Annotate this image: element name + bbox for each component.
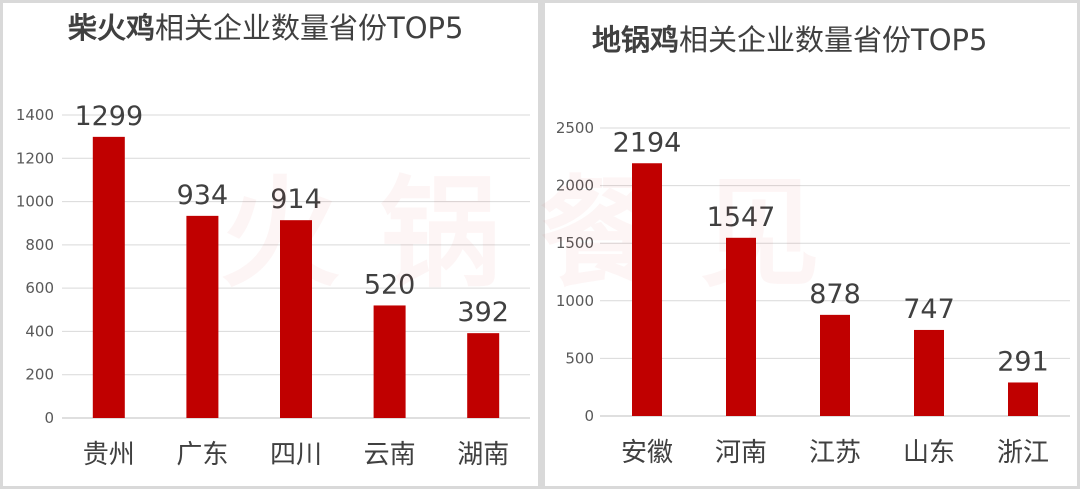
- y-tick-label: 500: [565, 349, 594, 367]
- chart-title-rest: 相关企业数量省份TOP5: [679, 23, 987, 57]
- data-label: 520: [364, 269, 416, 300]
- y-tick-label: 800: [25, 236, 54, 254]
- data-label: 914: [270, 184, 322, 215]
- bar-江苏: [820, 314, 850, 416]
- watermark: 火锅餐见: [220, 165, 860, 304]
- y-tick-label: 2000: [556, 177, 594, 195]
- category-label: 四川: [270, 440, 322, 470]
- y-tick-label: 0: [584, 407, 594, 425]
- data-label: 1547: [707, 202, 776, 233]
- category-label: 广东: [176, 440, 228, 470]
- bar-山东: [914, 329, 944, 416]
- bar-云南: [373, 305, 406, 418]
- chart-panel-1: 柴火鸡相关企业数量省份TOP5 0 200 400 600 800 1000 1200 1400…: [3, 3, 538, 486]
- bar-广东: [186, 215, 219, 418]
- y-tick-label: 1200: [16, 149, 54, 167]
- chart-title: 地锅鸡相关企业数量省份TOP5: [592, 23, 988, 57]
- bar-四川: [280, 220, 312, 418]
- data-label: 392: [457, 297, 509, 328]
- bar-贵州: [92, 136, 125, 418]
- y-tick-label: 1000: [556, 292, 594, 310]
- y-tick-label: 400: [25, 322, 54, 340]
- chart-title-bold: 柴火鸡: [68, 11, 155, 45]
- category-label: 山东: [903, 438, 955, 468]
- bar-安徽: [632, 163, 662, 416]
- y-tick-label: 0: [44, 409, 54, 427]
- y-tick-label: 200: [25, 366, 54, 384]
- category-label: 江苏: [809, 438, 861, 468]
- y-tick-label: 600: [25, 279, 54, 297]
- category-label: 安徽: [621, 438, 673, 468]
- chart-title-rest: 相关企业数量省份TOP5: [155, 11, 463, 45]
- category-label: 河南: [715, 438, 767, 468]
- data-label: 747: [903, 294, 955, 325]
- category-label: 贵州: [83, 440, 135, 470]
- data-label: 934: [177, 180, 229, 211]
- chart-title: 柴火鸡相关企业数量省份TOP5: [68, 11, 464, 45]
- y-tick-label: 1000: [16, 193, 54, 211]
- category-label: 云南: [364, 440, 416, 470]
- y-tick-label: 1400: [16, 106, 54, 124]
- chart-title-bold: 地锅鸡: [592, 23, 679, 57]
- category-label: 浙江: [997, 438, 1049, 468]
- y-tick-label: 1500: [556, 234, 594, 252]
- data-label: 291: [997, 346, 1049, 377]
- bar-浙江: [1008, 382, 1038, 416]
- bar-河南: [726, 237, 756, 416]
- data-label: 1299: [74, 101, 143, 132]
- data-label: 878: [809, 279, 861, 310]
- chart-panel-2: 地锅鸡相关企业数量省份TOP5 0 500 1000 1500 2000 2500 2194 安…: [545, 3, 1077, 486]
- data-label: 2194: [613, 127, 682, 158]
- category-label: 湖南: [457, 440, 509, 470]
- bar-湖南: [467, 333, 500, 418]
- y-tick-label: 2500: [556, 119, 594, 137]
